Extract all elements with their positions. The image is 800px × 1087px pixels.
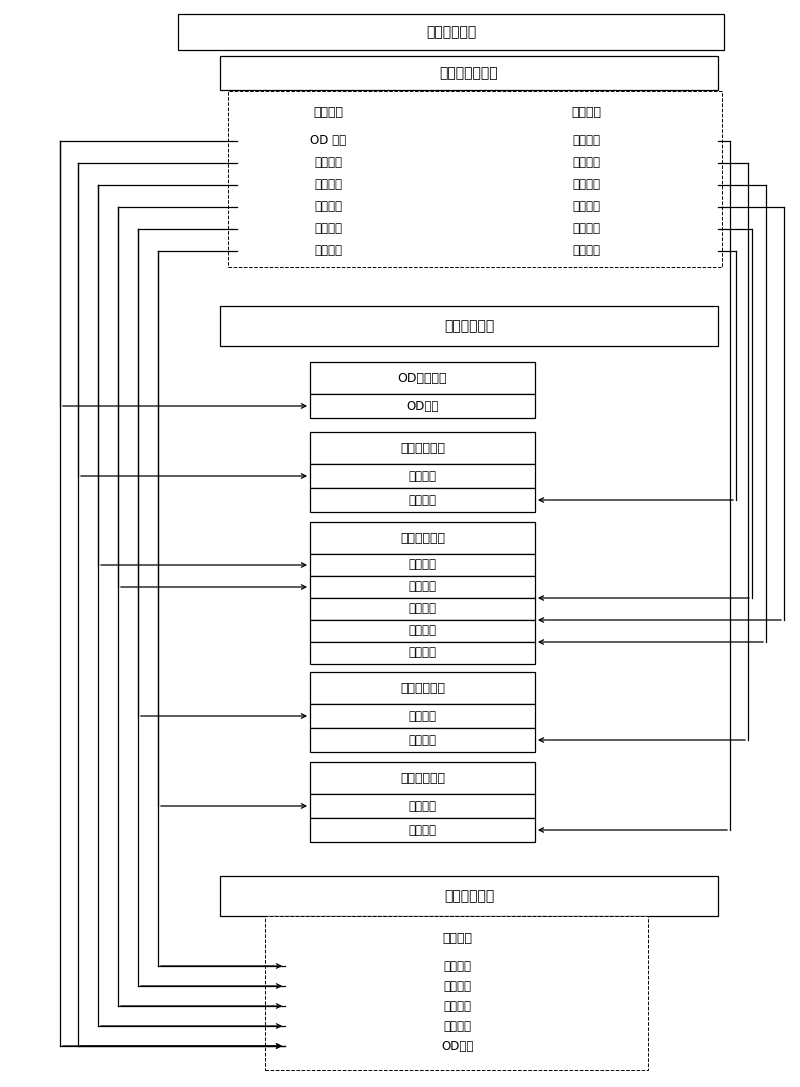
Text: 空间图层: 空间图层	[571, 107, 602, 120]
Bar	[285, 996, 630, 1016]
Bar	[310, 762, 535, 794]
Text: 事故文件: 事故文件	[443, 960, 471, 973]
Bar	[455, 174, 718, 196]
Text: 箭头图层: 箭头图层	[573, 178, 601, 191]
Text: 路网导入装置: 路网导入装置	[426, 25, 476, 39]
Text: 导出文件: 导出文件	[442, 933, 473, 946]
Bar	[455, 130, 718, 152]
Text: 事故属性: 事故属性	[314, 245, 342, 258]
Text: 节点编辑装置: 节点编辑装置	[400, 441, 445, 454]
Bar	[455, 196, 718, 218]
Text: 信号图层: 信号图层	[409, 734, 437, 747]
Text: 路网编辑装置: 路网编辑装置	[444, 318, 494, 333]
Bar	[237, 96, 420, 130]
Text: 信号属性: 信号属性	[409, 710, 437, 723]
Bar	[220, 876, 718, 916]
Text: OD属性: OD属性	[406, 400, 438, 412]
Text: 节点属性: 节点属性	[314, 157, 342, 170]
Bar	[285, 1016, 630, 1036]
Text: 节点图层: 节点图层	[573, 245, 601, 258]
Text: 节点文件: 节点文件	[443, 1020, 471, 1033]
Bar	[310, 642, 535, 664]
Bar	[455, 96, 718, 130]
Text: 事故属性: 事故属性	[409, 800, 437, 812]
Bar	[285, 1036, 630, 1055]
Text: 禁行属性: 禁行属性	[314, 200, 342, 213]
Bar	[310, 362, 535, 393]
Bar	[310, 576, 535, 598]
Bar	[310, 728, 535, 752]
Text: 事故编辑装置: 事故编辑装置	[400, 772, 445, 785]
Bar	[178, 14, 724, 50]
Bar	[310, 794, 535, 819]
Bar	[310, 620, 535, 642]
Bar	[310, 464, 535, 488]
Bar	[455, 218, 718, 240]
Text: 禁行图层: 禁行图层	[409, 625, 437, 637]
Bar	[237, 174, 420, 196]
Bar	[310, 393, 535, 418]
Text: 信号编辑装置: 信号编辑装置	[400, 682, 445, 695]
Bar	[237, 152, 420, 174]
Bar	[237, 196, 420, 218]
Text: 禁行图层: 禁行图层	[573, 200, 601, 213]
Text: 事故图层: 事故图层	[409, 824, 437, 837]
Bar	[310, 522, 535, 554]
Bar	[285, 976, 630, 996]
Text: 节点属性: 节点属性	[409, 470, 437, 483]
Text: 路段属性: 路段属性	[314, 178, 342, 191]
Bar	[237, 240, 420, 262]
Text: 路段图层: 路段图层	[409, 602, 437, 615]
Bar	[455, 240, 718, 262]
Text: 路段属性: 路段属性	[409, 559, 437, 572]
Text: OD文件: OD文件	[442, 1039, 474, 1052]
Text: 物理属性: 物理属性	[314, 107, 343, 120]
Text: OD编辑装置: OD编辑装置	[398, 372, 447, 385]
Text: 禁行属性: 禁行属性	[409, 580, 437, 594]
Text: 信号属性: 信号属性	[314, 223, 342, 236]
Bar	[310, 704, 535, 728]
Bar	[265, 916, 648, 1070]
Bar	[455, 152, 718, 174]
Bar	[237, 218, 420, 240]
Bar	[310, 598, 535, 620]
Bar	[310, 432, 535, 464]
Text: 路段图层: 路段图层	[573, 223, 601, 236]
Bar	[285, 955, 630, 976]
Bar	[310, 554, 535, 576]
Text: 节点图层: 节点图层	[409, 493, 437, 507]
Text: OD 属性: OD 属性	[310, 135, 346, 148]
Bar	[237, 130, 420, 152]
Text: 事故图层: 事故图层	[573, 135, 601, 148]
Bar	[310, 819, 535, 842]
Bar	[310, 672, 535, 704]
Text: 路网导出装置: 路网导出装置	[444, 889, 494, 903]
Bar	[228, 91, 722, 267]
Text: 基础路网的建立: 基础路网的建立	[440, 66, 498, 80]
Bar	[285, 922, 630, 955]
Text: 信号文件: 信号文件	[443, 979, 471, 992]
Bar	[220, 307, 718, 346]
Text: 信号图层: 信号图层	[573, 157, 601, 170]
Text: 箭头图层: 箭头图层	[409, 647, 437, 660]
Bar	[310, 488, 535, 512]
Text: 路段编辑装置: 路段编辑装置	[400, 532, 445, 545]
Bar	[220, 57, 718, 90]
Text: 路段文件: 路段文件	[443, 1000, 471, 1012]
